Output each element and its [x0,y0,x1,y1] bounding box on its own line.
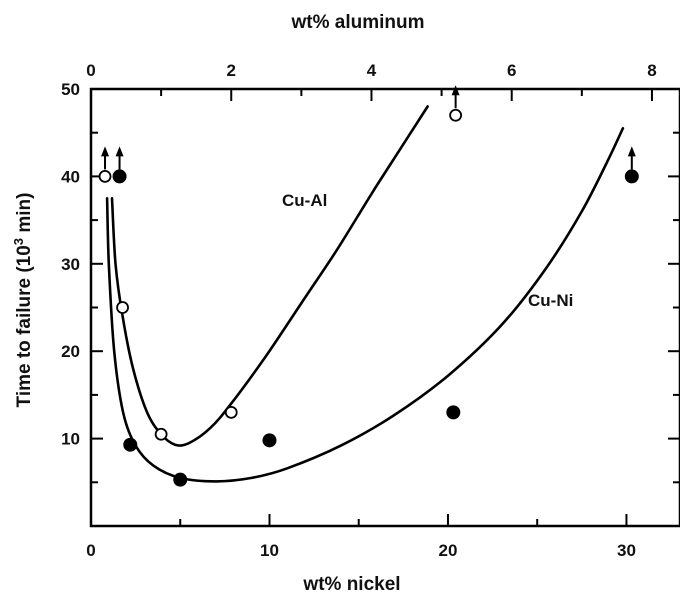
x2-tick-label: 8 [647,61,656,80]
point-cu-ni [624,169,639,184]
x2-axis-label: wt% aluminum [290,12,424,33]
x2-tick-label: 6 [507,61,516,80]
x-tick-label: 30 [617,541,636,560]
x-tick-label: 0 [86,541,95,560]
y-tick-label: 50 [61,80,80,99]
y-tick-label: 30 [61,255,80,274]
arrow-head-cu-al [451,85,460,96]
y-tick-label: 10 [61,430,80,449]
markers [98,108,639,487]
point-cu-ni [112,169,127,184]
series-label-cu-al: Cu-Al [282,191,327,210]
x-tick-label: 10 [260,541,279,560]
point-cu-ni [262,433,277,448]
y-axis-label: Time to failure (103 min) [11,193,35,408]
x2-tick-label: 4 [367,61,377,80]
series-label-cu-ni: Cu-Ni [528,291,573,310]
point-cu-ni [173,472,188,487]
axis-ticks [90,88,680,527]
point-cu-ni [446,405,461,420]
arrow-head-cu-al [101,146,110,157]
arrow-head-cu-ni [627,146,636,157]
point-cu-al [449,108,463,122]
curve-cu-ni [105,127,625,483]
y-axis-label-main: Time to failure (10 [14,245,35,407]
point-cu-ni [123,437,138,452]
x2-tick-label: 0 [86,61,95,80]
arrows [101,85,636,170]
point-cu-al [116,301,129,314]
curves [105,105,625,483]
point-cu-al [154,427,168,441]
x-axis-label: wt% nickel [302,574,400,595]
y-tick-label: 40 [61,167,80,186]
plot-frame [89,87,680,528]
point-cu-al [224,405,238,419]
y-tick-label: 20 [61,342,80,361]
x-tick-label: 20 [439,541,458,560]
point-cu-al [98,169,112,183]
arrow-head-cu-ni [115,146,124,157]
x2-tick-label: 2 [227,61,236,80]
curve-cu-al [110,105,429,447]
y-axis-label-unit: min) [14,193,35,238]
y-axis-label-superscript: 3 [11,238,26,245]
tick-labels: 0 10 20 30 0 2 4 6 8 10 20 30 40 50 [61,61,657,560]
